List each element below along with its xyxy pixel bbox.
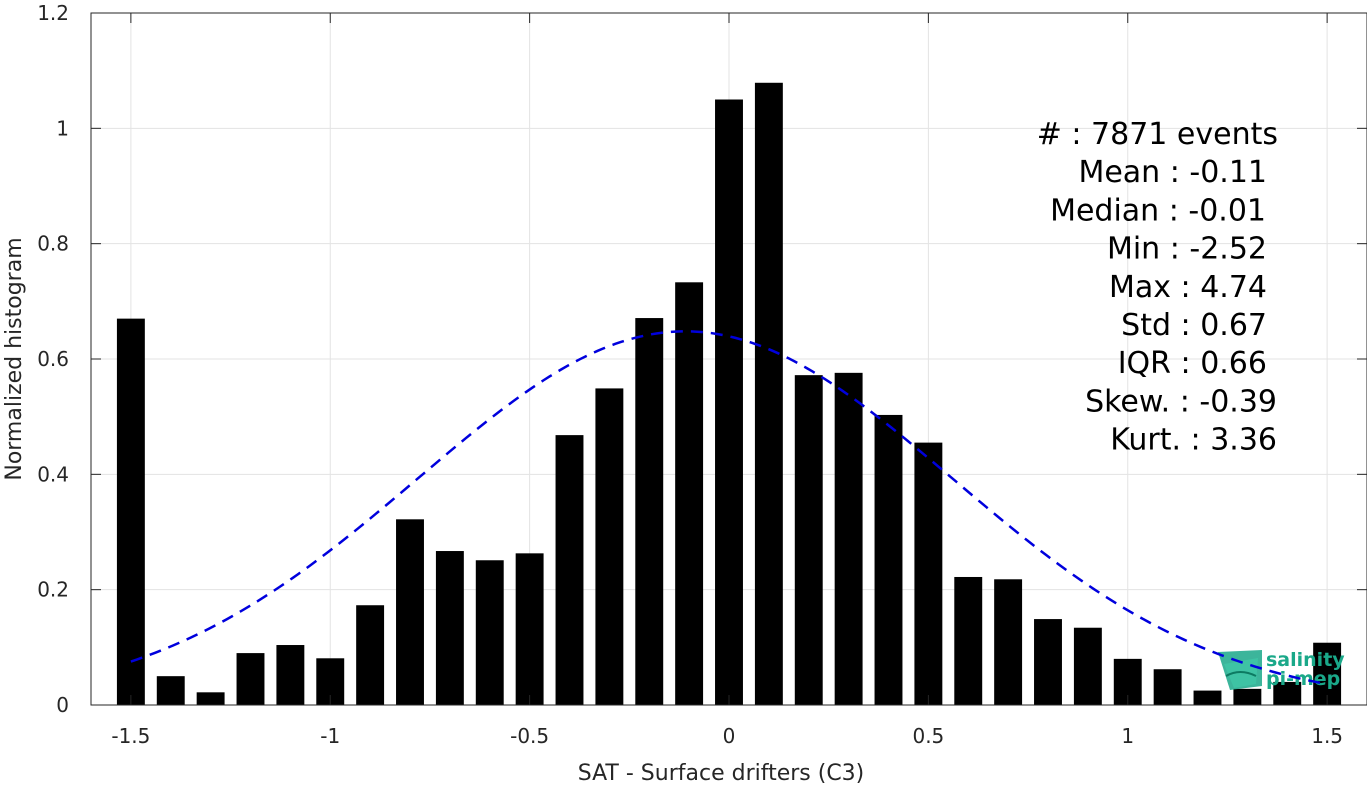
stat-line-6: IQR : 0.66 <box>1118 346 1267 381</box>
bar-24 <box>1073 627 1102 705</box>
bar-12 <box>595 388 624 705</box>
normal-fit-curve <box>130 330 1328 686</box>
logo-text-line1: salinity <box>1266 649 1345 671</box>
bar-0 <box>116 318 145 705</box>
bar-29 <box>1273 681 1302 705</box>
y-tick-label-5: 1 <box>56 116 69 140</box>
y-tick-label-3: 0.6 <box>37 347 69 371</box>
bar-13 <box>635 318 664 705</box>
stat-line-3: Min : -2.52 <box>1107 232 1267 267</box>
bar-3 <box>236 653 265 705</box>
x-tick-label-1: -1 <box>320 724 340 748</box>
bar-16 <box>754 82 783 705</box>
x-tick-label-0: -1.5 <box>111 724 150 748</box>
bar-11 <box>555 435 584 705</box>
x-tick-label-4: 0.5 <box>912 724 944 748</box>
bar-20 <box>914 442 943 705</box>
bar-2 <box>196 692 225 705</box>
histogram-bars <box>116 82 1342 705</box>
y-tick-label-0: 0 <box>56 693 69 717</box>
x-tick-label-6: 1.5 <box>1311 724 1343 748</box>
y-tick-label-2: 0.4 <box>37 462 69 486</box>
salinity-pi-mep-logo: salinity pi-mep <box>1218 649 1345 690</box>
logo-mark <box>1218 650 1262 690</box>
bar-23 <box>1034 619 1062 705</box>
y-tick-label-6: 1.2 <box>37 1 69 25</box>
x-tick-label-3: 0 <box>723 724 736 748</box>
bar-21 <box>954 576 983 705</box>
stat-line-8: Kurt. : 3.36 <box>1110 423 1277 458</box>
bar-28 <box>1233 688 1262 705</box>
bar-4 <box>276 645 305 705</box>
y-axis-label: Normalized histogram <box>2 237 27 480</box>
bar-18 <box>834 372 863 705</box>
stat-line-5: Std : 0.67 <box>1121 308 1267 343</box>
bar-15 <box>715 99 743 705</box>
stat-line-7: Skew. : -0.39 <box>1085 384 1277 419</box>
bar-19 <box>874 414 903 705</box>
bar-1 <box>156 676 185 705</box>
bar-7 <box>396 519 424 705</box>
x-axis-label: SAT - Surface drifters (C3) <box>578 761 865 785</box>
y-tick-label-1: 0.2 <box>37 578 69 602</box>
x-tick-label-2: -0.5 <box>510 724 549 748</box>
bar-17 <box>794 375 823 705</box>
bar-26 <box>1153 669 1182 705</box>
bar-22 <box>994 579 1023 705</box>
y-axis-ticks: 0 0.2 0.4 0.6 0.8 1 1.2 <box>37 1 1367 717</box>
bar-8 <box>435 551 464 705</box>
stat-line-2: Median : -0.01 <box>1050 193 1266 228</box>
bar-30 <box>1313 642 1342 705</box>
bar-9 <box>475 560 504 705</box>
bar-27 <box>1193 690 1222 705</box>
logo-text-line2: pi-mep <box>1266 668 1340 690</box>
bar-14 <box>675 282 704 705</box>
stat-line-4: Max : 4.74 <box>1109 270 1267 305</box>
stat-line-0: # : 7871 events <box>1037 117 1278 152</box>
y-tick-label-4: 0.8 <box>37 232 69 256</box>
bar-10 <box>515 553 544 705</box>
x-axis-ticks: -1.5 -1 -0.5 0 0.5 1 1.5 <box>111 13 1343 748</box>
x-tick-label-5: 1 <box>1121 724 1134 748</box>
stat-line-1: Mean : -0.11 <box>1078 155 1267 190</box>
bar-6 <box>356 605 385 705</box>
